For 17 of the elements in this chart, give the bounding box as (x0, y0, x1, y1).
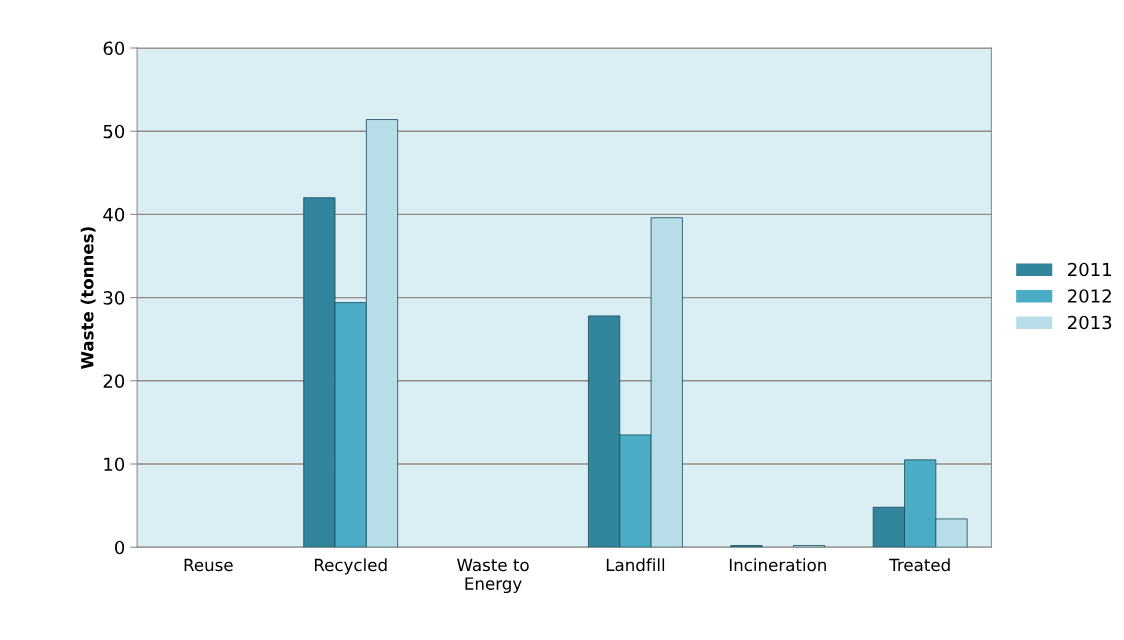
y-tick-label: 10 (104, 457, 125, 472)
y-tick-label: 50 (103, 124, 125, 139)
x-tick-label: Recycled (314, 558, 387, 575)
x-tick-label: Treated (889, 558, 950, 572)
legend-label: 2013 (1068, 315, 1112, 330)
x-tick-label: Waste to Energy (457, 558, 529, 594)
y-tick-label: 0 (115, 540, 125, 555)
x-tick-label: Landfill (606, 558, 665, 572)
y-axis-title: Waste (tonnes) (80, 227, 96, 369)
x-tick-label: Incineration (729, 558, 826, 572)
y-tick-label: 20 (103, 374, 125, 388)
y-tick-label: 60 (103, 41, 125, 56)
legend-label: 2011 (1068, 262, 1111, 277)
legend-label: 2012 (1068, 289, 1111, 303)
y-tick-label: 40 (103, 207, 125, 222)
y-tick-label: 30 (103, 291, 125, 305)
x-tick-label: Reuse (184, 558, 233, 572)
